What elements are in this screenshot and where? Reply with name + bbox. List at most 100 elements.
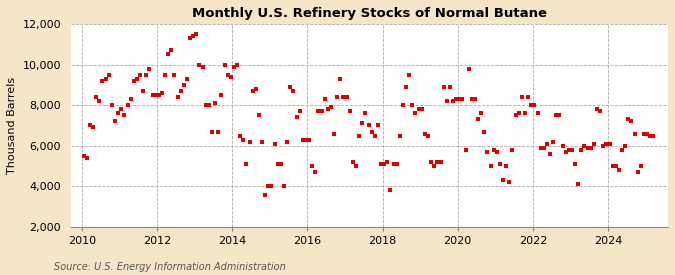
Point xyxy=(316,109,327,114)
Point xyxy=(332,95,343,99)
Point xyxy=(138,89,148,93)
Point xyxy=(576,148,587,152)
Point xyxy=(426,160,437,164)
Point xyxy=(84,123,95,128)
Point xyxy=(560,150,571,154)
Point xyxy=(535,145,546,150)
Point xyxy=(197,64,208,69)
Point xyxy=(323,107,333,111)
Point xyxy=(269,142,280,146)
Point xyxy=(608,164,618,168)
Point xyxy=(460,148,471,152)
Point xyxy=(497,178,508,183)
Point xyxy=(375,162,386,166)
Point xyxy=(532,111,543,116)
Point xyxy=(166,48,177,53)
Point xyxy=(207,129,217,134)
Point xyxy=(88,125,99,130)
Point xyxy=(97,79,108,83)
Point xyxy=(348,160,358,164)
Point xyxy=(595,109,605,114)
Point xyxy=(291,115,302,120)
Point xyxy=(451,97,462,101)
Point xyxy=(410,111,421,116)
Point xyxy=(163,52,173,57)
Point xyxy=(632,170,643,174)
Point xyxy=(488,148,499,152)
Point xyxy=(169,73,180,77)
Point xyxy=(210,101,221,105)
Point xyxy=(407,103,418,107)
Point xyxy=(107,103,117,107)
Point xyxy=(354,133,364,138)
Point xyxy=(281,139,292,144)
Point xyxy=(225,75,236,79)
Point xyxy=(520,111,531,116)
Point xyxy=(648,133,659,138)
Point xyxy=(244,139,255,144)
Point xyxy=(617,148,628,152)
Point xyxy=(222,73,233,77)
Point xyxy=(610,164,621,168)
Point xyxy=(266,184,277,189)
Point xyxy=(457,97,468,101)
Point xyxy=(82,156,92,160)
Point xyxy=(510,113,521,117)
Point xyxy=(310,170,321,174)
Point xyxy=(429,164,439,168)
Point xyxy=(419,131,430,136)
Point xyxy=(557,144,568,148)
Point xyxy=(144,66,155,71)
Point xyxy=(514,111,524,116)
Point xyxy=(232,62,242,67)
Point xyxy=(157,91,167,95)
Point xyxy=(160,73,171,77)
Point xyxy=(247,89,258,93)
Title: Monthly U.S. Refinery Stocks of Normal Butane: Monthly U.S. Refinery Stocks of Normal B… xyxy=(192,7,547,20)
Point xyxy=(304,138,315,142)
Point xyxy=(200,103,211,107)
Point xyxy=(191,32,202,36)
Point xyxy=(379,162,389,166)
Point xyxy=(91,95,102,99)
Point xyxy=(185,36,196,40)
Point xyxy=(250,87,261,91)
Point xyxy=(78,154,89,158)
Point xyxy=(325,105,336,109)
Point xyxy=(573,182,584,186)
Point xyxy=(401,85,412,89)
Point xyxy=(172,95,183,99)
Point xyxy=(614,168,624,172)
Point xyxy=(194,62,205,67)
Point xyxy=(256,139,267,144)
Point xyxy=(454,97,464,101)
Point xyxy=(306,164,317,168)
Point xyxy=(548,139,559,144)
Point xyxy=(369,133,380,138)
Point xyxy=(134,73,145,77)
Point xyxy=(554,113,565,117)
Point xyxy=(254,113,265,117)
Point xyxy=(263,184,274,189)
Point xyxy=(526,103,537,107)
Point xyxy=(435,160,446,164)
Point xyxy=(620,144,630,148)
Point xyxy=(388,162,399,166)
Point xyxy=(645,133,655,138)
Point xyxy=(413,107,424,111)
Point xyxy=(639,131,649,136)
Point xyxy=(507,148,518,152)
Point xyxy=(119,113,130,117)
Point xyxy=(482,150,493,154)
Point xyxy=(445,85,456,89)
Point xyxy=(472,117,483,122)
Point xyxy=(463,66,474,71)
Point xyxy=(294,109,305,114)
Point xyxy=(545,152,556,156)
Point xyxy=(367,129,377,134)
Point xyxy=(470,97,481,101)
Point xyxy=(404,73,414,77)
Point xyxy=(344,109,355,114)
Point xyxy=(479,129,490,134)
Point xyxy=(126,97,136,101)
